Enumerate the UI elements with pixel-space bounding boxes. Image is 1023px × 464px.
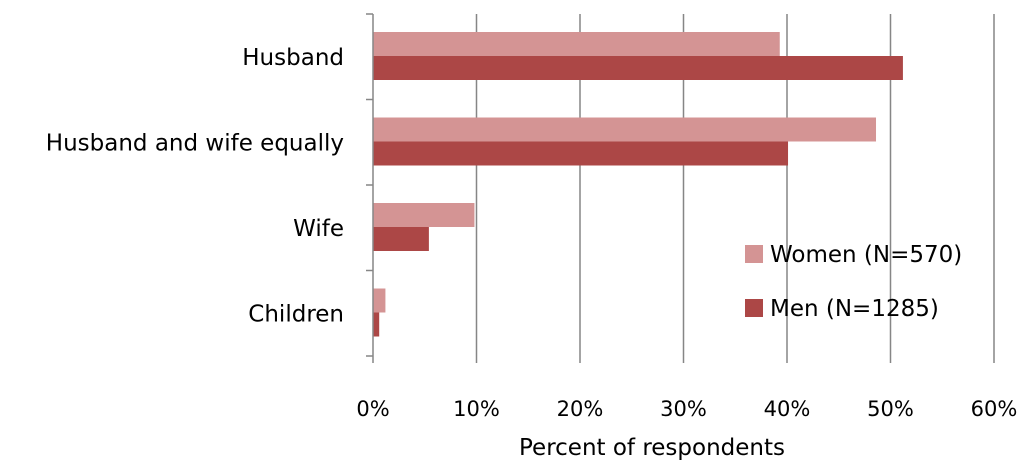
bar-women-4 (373, 288, 386, 313)
legend-label-men: Men (N=1285) (770, 296, 939, 322)
legend-swatch-women (745, 245, 763, 263)
x-tick-label: 60% (971, 397, 1018, 421)
x-tick-label: 10% (453, 397, 500, 421)
category-label: Husband and wife equally (46, 130, 344, 156)
x-tick-label: 50% (867, 397, 914, 421)
bar-men-2 (373, 141, 789, 166)
axes (366, 13, 995, 363)
x-axis-title: Percent of respondents (519, 435, 785, 461)
labels: 0% 10% 20% 30% 40% 50% 60% Husband Husband and w… (46, 45, 1018, 421)
bar-men-1 (373, 56, 903, 80)
bar-men-4 (373, 312, 380, 337)
bar-women-2 (373, 117, 877, 142)
category-label: Wife (293, 216, 344, 242)
bar-men-3 (373, 227, 429, 251)
bar-women-3 (373, 203, 475, 227)
bars (373, 32, 903, 337)
legend: Women (N=570) Men (N=1285) (745, 242, 962, 322)
category-label: Husband (242, 45, 344, 71)
x-tick-label: 40% (764, 397, 811, 421)
x-tick-label: 0% (356, 397, 389, 421)
legend-label-women: Women (N=570) (770, 242, 962, 268)
bar-women-1 (373, 32, 780, 56)
legend-swatch-men (745, 299, 763, 317)
x-tick-label: 30% (660, 397, 707, 421)
category-label: Children (248, 301, 344, 327)
x-tick-label: 20% (557, 397, 604, 421)
